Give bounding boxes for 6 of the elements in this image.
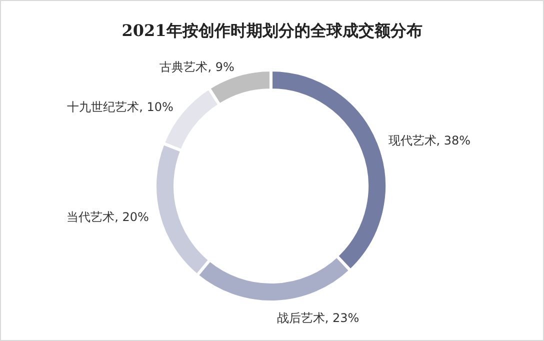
- slice-label: 当代艺术, 20%: [66, 210, 149, 224]
- chart-title: 2021年按创作时期划分的全球成交额分布: [122, 21, 422, 40]
- slice-label: 战后艺术, 23%: [276, 310, 360, 325]
- slice-label: 古典艺术, 9%: [160, 60, 234, 74]
- slice-label: 十九世纪艺术, 10%: [67, 100, 174, 114]
- slice-label: 现代艺术, 38%: [388, 133, 471, 148]
